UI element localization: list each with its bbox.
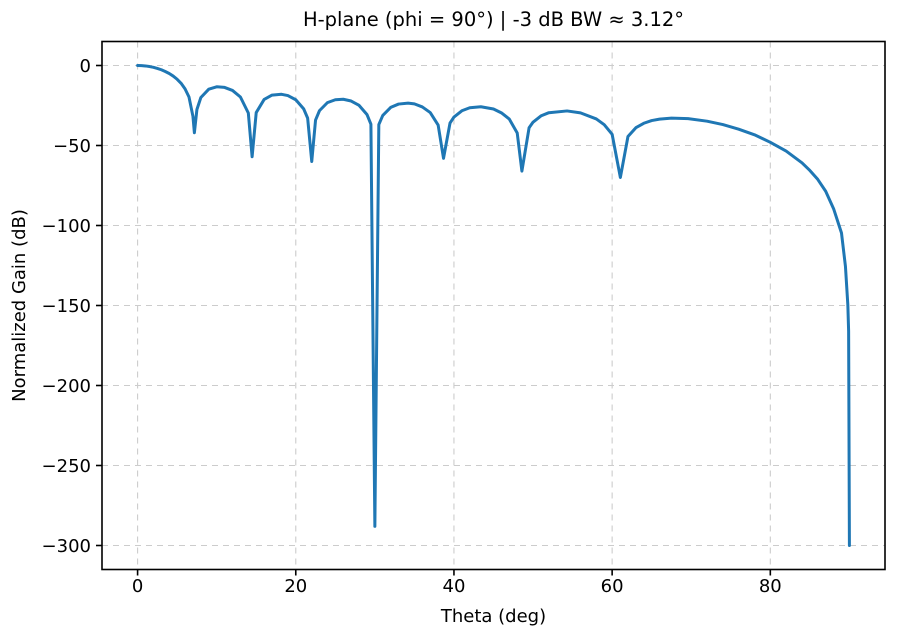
axis-tick-labels: 0 20 40 60 80 0 −50 −100 −150 −200 −250 −300 xyxy=(42,56,782,597)
x-tick-label: 20 xyxy=(284,576,307,597)
y-tick-label: −50 xyxy=(53,136,91,157)
plot-title: H-plane (phi = 90°) | -3 dB BW ≈ 3.12° xyxy=(303,8,684,31)
axis-tick-marks xyxy=(96,64,772,576)
y-tick-label: −200 xyxy=(42,376,91,397)
y-tick-label: −250 xyxy=(42,456,91,477)
y-axis-label: Normalized Gain (dB) xyxy=(9,209,30,402)
x-tick-label: 60 xyxy=(601,576,624,597)
x-tick-label: 80 xyxy=(759,576,782,597)
axes-spines xyxy=(101,40,886,571)
x-axis-label: Theta (deg) xyxy=(440,606,546,627)
x-tick-label: 40 xyxy=(443,576,466,597)
grid-lines xyxy=(102,41,885,570)
y-tick-label: −300 xyxy=(42,536,91,557)
y-tick-label: −150 xyxy=(42,296,91,317)
y-tick-label: 0 xyxy=(80,56,91,77)
x-tick-label: 0 xyxy=(132,576,143,597)
gain-curve xyxy=(136,64,851,547)
y-tick-label: −100 xyxy=(42,216,91,237)
